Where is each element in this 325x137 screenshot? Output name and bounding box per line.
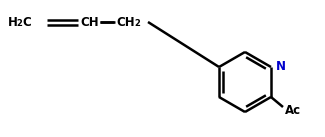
Text: Ac: Ac xyxy=(285,103,301,116)
Text: 2: 2 xyxy=(16,19,22,28)
Text: CH: CH xyxy=(80,15,98,28)
Text: 2: 2 xyxy=(134,19,140,28)
Text: C: C xyxy=(22,15,31,28)
Text: N: N xyxy=(276,61,286,73)
Text: CH: CH xyxy=(116,15,135,28)
Text: H: H xyxy=(8,15,18,28)
